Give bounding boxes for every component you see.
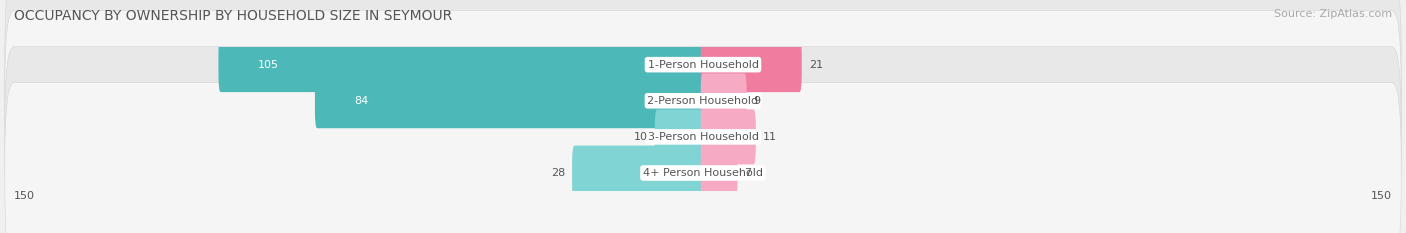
FancyBboxPatch shape bbox=[4, 0, 1402, 155]
FancyBboxPatch shape bbox=[700, 110, 756, 164]
Text: 1-Person Household: 1-Person Household bbox=[648, 60, 758, 70]
Text: 150: 150 bbox=[1371, 191, 1392, 201]
Text: 21: 21 bbox=[808, 60, 823, 70]
Text: OCCUPANCY BY OWNERSHIP BY HOUSEHOLD SIZE IN SEYMOUR: OCCUPANCY BY OWNERSHIP BY HOUSEHOLD SIZE… bbox=[14, 9, 453, 23]
FancyBboxPatch shape bbox=[655, 110, 706, 164]
Text: 9: 9 bbox=[754, 96, 761, 106]
Text: 84: 84 bbox=[354, 96, 368, 106]
Text: 4+ Person Household: 4+ Person Household bbox=[643, 168, 763, 178]
Text: 28: 28 bbox=[551, 168, 565, 178]
FancyBboxPatch shape bbox=[700, 146, 738, 200]
Text: 10: 10 bbox=[634, 132, 648, 142]
FancyBboxPatch shape bbox=[4, 10, 1402, 191]
FancyBboxPatch shape bbox=[700, 37, 801, 92]
Text: 3-Person Household: 3-Person Household bbox=[648, 132, 758, 142]
Text: 150: 150 bbox=[14, 191, 35, 201]
Text: Source: ZipAtlas.com: Source: ZipAtlas.com bbox=[1274, 9, 1392, 19]
FancyBboxPatch shape bbox=[315, 73, 706, 128]
FancyBboxPatch shape bbox=[218, 37, 706, 92]
Text: 7: 7 bbox=[744, 168, 751, 178]
FancyBboxPatch shape bbox=[700, 73, 747, 128]
Text: 105: 105 bbox=[257, 60, 278, 70]
Text: 2-Person Household: 2-Person Household bbox=[647, 96, 759, 106]
FancyBboxPatch shape bbox=[4, 47, 1402, 227]
FancyBboxPatch shape bbox=[572, 146, 706, 200]
Text: 11: 11 bbox=[762, 132, 776, 142]
FancyBboxPatch shape bbox=[4, 83, 1402, 233]
